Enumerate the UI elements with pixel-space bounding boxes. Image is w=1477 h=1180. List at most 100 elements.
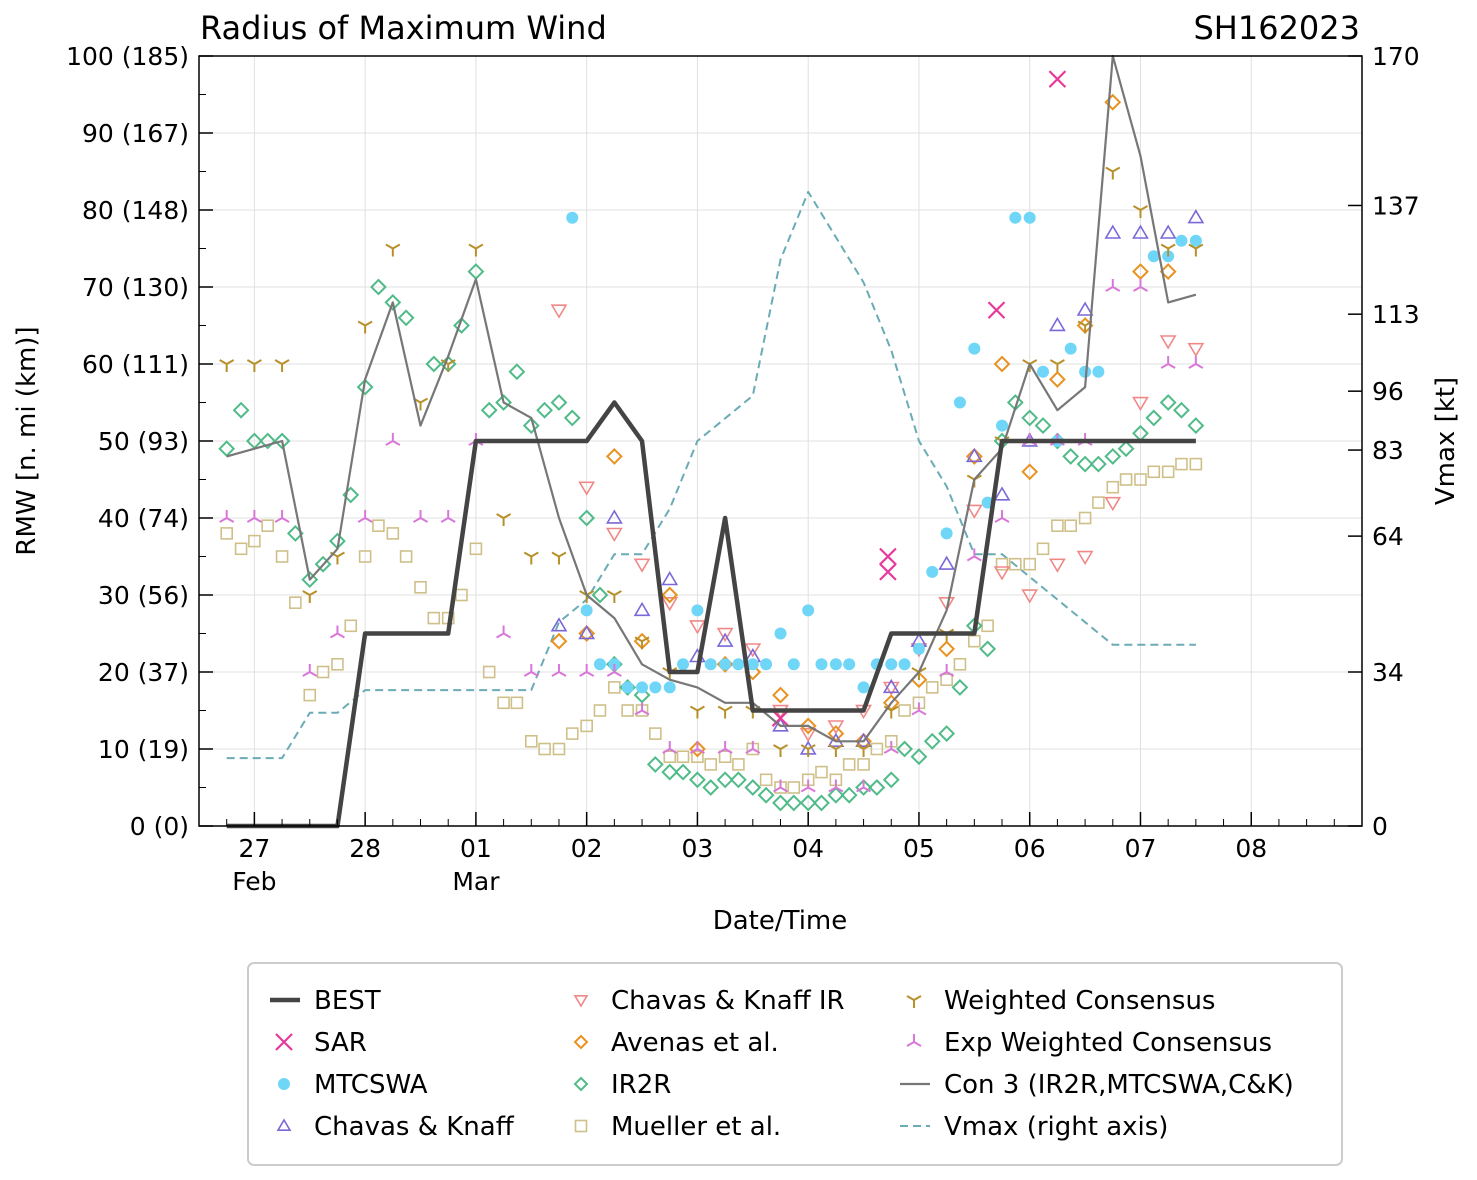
legend-label: Chavas & Knaff IR — [611, 986, 845, 1016]
legend-swatch — [573, 1076, 589, 1092]
series-con-3-ir2r-mtcswa-c-k — [226, 54, 1197, 743]
y-axis-label-right: Vmax [kt] — [1431, 377, 1461, 505]
legend-swatch — [906, 995, 922, 1008]
point-mtcswa — [760, 658, 773, 671]
point-ir2r — [232, 401, 250, 419]
point-mtcswa — [968, 342, 981, 355]
point-ir2r — [1104, 447, 1122, 465]
point-weighted-consensus — [329, 551, 345, 565]
y-right-tick-label: 83 — [1372, 436, 1404, 465]
point-ir2r — [495, 394, 513, 411]
legend-box — [247, 962, 1343, 1166]
point-weighted-consensus — [689, 705, 705, 719]
point-mtcswa — [815, 658, 828, 671]
point-exp-weighted-consensus — [911, 702, 927, 716]
point-exp-weighted-consensus — [828, 779, 844, 793]
point-chavas-knaff-ir — [1076, 550, 1094, 566]
point-exp-weighted-consensus — [689, 741, 705, 754]
point-avenas-et-al — [1132, 263, 1149, 281]
point-ir2r — [1034, 417, 1052, 435]
point-weighted-consensus — [773, 744, 788, 757]
point-mueller-et-al — [580, 719, 593, 733]
y-right-tick-label: 170 — [1372, 42, 1420, 71]
point-chavas-knaff — [1076, 301, 1094, 316]
point-mueller-et-al — [1134, 473, 1147, 486]
point-mtcswa — [1037, 365, 1050, 378]
point-chavas-knaff-ir — [578, 481, 596, 496]
point-mtcswa — [843, 658, 856, 671]
point-mueller-et-al — [842, 758, 856, 771]
point-mueller-et-al — [344, 619, 358, 633]
point-mtcswa — [1189, 234, 1202, 247]
legend-swatch — [906, 1034, 922, 1047]
point-mueller-et-al — [1023, 557, 1037, 571]
point-mueller-et-al — [691, 750, 704, 764]
point-ir2r — [938, 725, 956, 743]
y-tick-label: 80 (148) — [82, 196, 189, 225]
legend-label: Chavas & Knaff — [314, 1112, 515, 1142]
point-ir2r — [702, 779, 720, 796]
point-mueller-et-al — [1009, 557, 1022, 571]
point-chavas-knaff-ir — [633, 558, 651, 573]
point-ir2r — [314, 555, 332, 573]
point-chavas-knaff — [716, 632, 734, 647]
point-mueller-et-al — [234, 542, 248, 556]
point-mtcswa — [953, 396, 966, 409]
point-chavas-knaff-ir — [744, 643, 762, 658]
point-ir2r — [840, 786, 858, 804]
point-avenas-et-al — [772, 686, 789, 704]
y-tick-label: 20 (37) — [98, 658, 189, 687]
point-weighted-consensus — [468, 243, 484, 257]
point-ir2r — [591, 586, 609, 604]
axes: 0 (0) 10 (19) 20 (37) 30 (56) 40 (74) 50 (93)… — [66, 42, 1420, 896]
point-mtcswa — [691, 604, 704, 617]
point-weighted-consensus — [385, 243, 401, 257]
point-mueller-et-al — [732, 758, 745, 771]
point-mueller-et-al — [386, 527, 400, 540]
point-mtcswa — [649, 681, 662, 694]
point-chavas-knaff — [1132, 224, 1149, 239]
point-ir2r — [979, 640, 997, 658]
point-mueller-et-al — [427, 611, 441, 625]
point-exp-weighted-consensus — [551, 664, 567, 677]
series-mueller-et-al — [220, 457, 1203, 794]
legend-swatch — [573, 1034, 589, 1050]
x-tick-label: 27 — [238, 834, 270, 863]
point-mueller-et-al — [787, 781, 801, 794]
y-tick-label: 40 (74) — [98, 504, 189, 533]
y-tick-label: 70 (130) — [82, 273, 189, 302]
point-avenas-et-al — [1021, 463, 1039, 481]
x-tick-label: 01 — [460, 834, 492, 863]
point-ir2r — [813, 794, 830, 812]
legend-item-ir2r: IR2R — [573, 1070, 671, 1100]
point-mueller-et-al — [482, 665, 496, 679]
legend-item-chavas-knaff-ir: Chavas & Knaff IR — [573, 986, 845, 1016]
point-exp-weighted-consensus — [717, 741, 733, 754]
point-mtcswa — [1175, 234, 1188, 247]
x-tick-sublabel: Feb — [232, 867, 276, 896]
point-weighted-consensus — [440, 359, 456, 372]
point-exp-weighted-consensus — [856, 779, 872, 793]
y-right-tick-label: 96 — [1372, 377, 1404, 406]
point-mueller-et-al — [497, 696, 510, 710]
point-ir2r — [689, 771, 706, 789]
point-chavas-knaff — [938, 555, 956, 570]
point-chavas-knaff — [605, 509, 623, 524]
point-mueller-et-al — [538, 742, 551, 756]
legend-label: MTCSWA — [314, 1070, 428, 1100]
point-weighted-consensus — [1105, 166, 1121, 180]
point-chavas-knaff-ir — [550, 304, 568, 319]
x-tick-label: 06 — [1014, 834, 1046, 863]
legend-label: Vmax (right axis) — [944, 1112, 1168, 1142]
y-axis-label: RMW [n. mi (km)] — [12, 326, 42, 555]
series-ir2r — [218, 263, 1205, 812]
point-ir2r — [1089, 455, 1107, 473]
point-ir2r — [923, 732, 941, 750]
point-mueller-et-al — [704, 758, 718, 771]
point-exp-weighted-consensus — [329, 625, 345, 639]
point-ir2r — [356, 378, 374, 396]
point-mueller-et-al — [968, 634, 981, 648]
point-mueller-et-al — [1078, 511, 1092, 525]
point-ir2r — [1021, 409, 1039, 427]
point-mueller-et-al — [995, 557, 1009, 571]
